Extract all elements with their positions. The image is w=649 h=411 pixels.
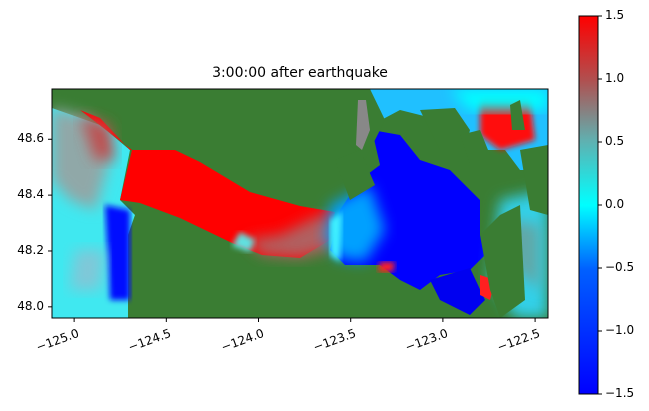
colorbar-tick-label: 1.5 bbox=[605, 8, 625, 22]
plot-frame bbox=[51, 88, 549, 319]
colorbar-tick-label: 0.0 bbox=[605, 197, 625, 211]
y-tick-label: 48.2 bbox=[17, 242, 44, 257]
inlet bbox=[356, 100, 370, 150]
west-ocean-field bbox=[52, 108, 135, 318]
y-tick-label: 48.4 bbox=[17, 187, 44, 202]
colorbar-tick-label: 0.5 bbox=[605, 134, 625, 148]
y-tick-label: 48.0 bbox=[17, 298, 44, 313]
east-basin-field bbox=[325, 130, 500, 315]
chart-title: 3:00:00 after earthquake bbox=[212, 65, 388, 81]
colorbar-tick-label: 1.0 bbox=[605, 71, 625, 85]
y-tick-label: 48.6 bbox=[17, 131, 44, 146]
strait-field bbox=[80, 110, 340, 258]
colorbar-tick-label: −1.0 bbox=[605, 323, 635, 337]
colorbar bbox=[578, 15, 599, 395]
colorbar-tick-label: −1.5 bbox=[605, 386, 635, 400]
colorbar-tick-label: −0.5 bbox=[605, 260, 635, 274]
